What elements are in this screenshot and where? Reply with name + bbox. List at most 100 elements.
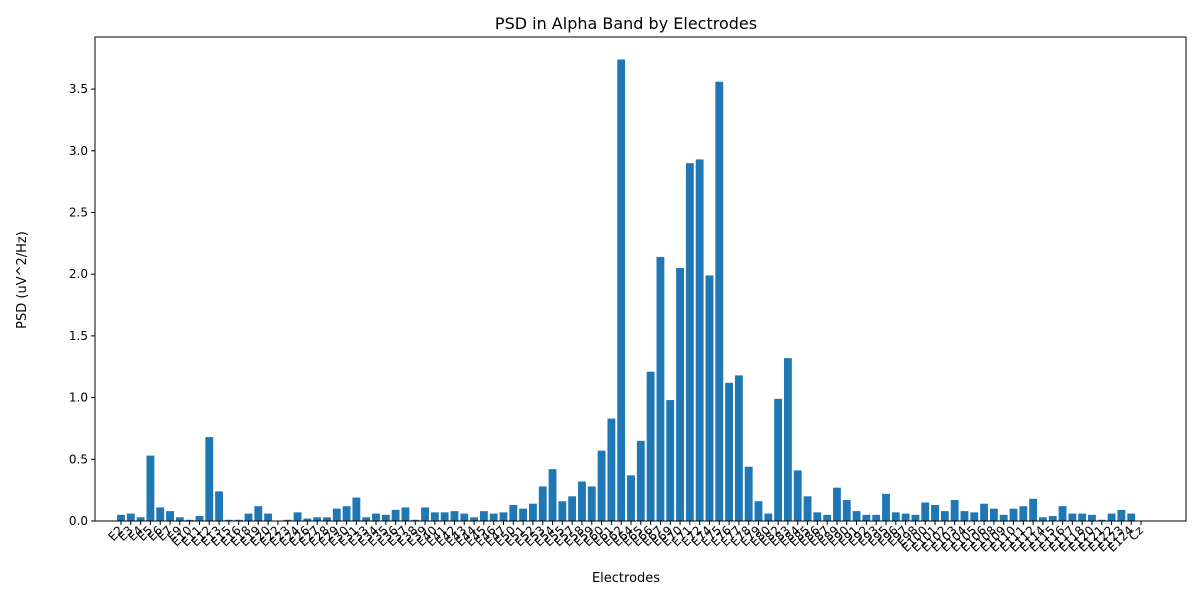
x-axis: E2E3E4E5E6E7E9E10E11E12E13E15E16E18E19E2… [105, 521, 1146, 555]
bar-e13 [215, 491, 223, 521]
bar-e28 [323, 517, 331, 521]
y-tick-label: 0.5 [69, 452, 88, 466]
bar-e66 [646, 371, 655, 521]
y-axis-label: PSD (uV^2/Hz) [15, 231, 30, 329]
bar-e51 [519, 508, 528, 521]
chart-title: PSD in Alpha Band by Electrodes [495, 14, 757, 33]
bar-e52 [529, 503, 537, 521]
bar-e92 [862, 514, 871, 521]
bar-e82 [774, 398, 783, 521]
bar-e27 [313, 517, 322, 521]
bar-e118 [1078, 513, 1087, 521]
bar-e7 [166, 511, 174, 521]
bar-e29 [332, 508, 341, 521]
bar-e12 [205, 437, 214, 521]
y-tick-label: 2.5 [69, 206, 88, 220]
bar-e53 [538, 486, 547, 521]
bar-e2 [117, 514, 125, 521]
bar-e98 [911, 514, 920, 521]
bar-e60 [597, 450, 606, 521]
bar-e120 [1088, 514, 1096, 521]
bar-e3 [126, 513, 135, 521]
bar-e24 [293, 512, 302, 521]
bar-e114 [1039, 517, 1047, 521]
bar-e4 [136, 517, 145, 521]
bar-e55 [558, 501, 567, 521]
bar-e62 [617, 59, 626, 521]
bar-e100 [921, 502, 930, 521]
bar-e116 [1058, 506, 1067, 521]
bar-e80 [764, 513, 773, 521]
bar-e38 [411, 519, 420, 521]
bar-e84 [793, 470, 802, 521]
bar-e123 [1117, 509, 1126, 521]
bar-e76 [725, 382, 733, 521]
y-tick-label: 3.0 [69, 144, 88, 158]
bar-e61 [607, 418, 616, 521]
bar-e70 [676, 268, 684, 521]
bar-e6 [156, 507, 165, 521]
bar-e30 [342, 506, 351, 521]
y-tick-label: 1.5 [69, 329, 88, 343]
bar-e85 [803, 496, 812, 521]
bar-e110 [1009, 508, 1018, 521]
bar-e40 [430, 512, 439, 521]
bar-e95 [882, 493, 890, 521]
bar-e101 [931, 504, 939, 521]
bar-e67 [656, 256, 665, 521]
plot-frame [94, 36, 1187, 522]
bar-e96 [891, 512, 900, 521]
x-axis-label: Electrodes [592, 571, 660, 586]
bar-e54 [548, 469, 557, 521]
y-axis: 0.0 0.5 1.0 1.5 2.0 2.5 3.0 3.5 [69, 82, 95, 528]
bar-e102 [940, 511, 949, 521]
bar-e109 [999, 514, 1008, 521]
bar-e112 [1029, 498, 1038, 521]
bar-e36 [391, 509, 400, 521]
bar-e65 [636, 440, 645, 521]
bar-e64 [627, 475, 635, 521]
bar-e42 [450, 511, 459, 521]
bar-e39 [421, 507, 429, 521]
bar-e58 [578, 481, 586, 521]
bar-e45 [479, 511, 488, 521]
bar-e89 [833, 487, 841, 521]
bar-e78 [744, 466, 753, 521]
bar-e43 [460, 513, 469, 521]
bar-e59 [587, 486, 596, 521]
bar-e106 [980, 503, 988, 521]
bar-e50 [509, 504, 518, 521]
bar-e121 [1097, 519, 1106, 521]
bar-e19 [254, 506, 263, 521]
bar-e75 [715, 81, 724, 521]
bar-e69 [666, 400, 675, 521]
bar-e72 [695, 159, 704, 521]
bar-e117 [1068, 513, 1077, 521]
bar-e57 [568, 496, 577, 521]
bar-e16 [234, 519, 243, 521]
bar-e35 [381, 514, 390, 521]
bar-e26 [303, 518, 312, 521]
bar-e93 [872, 514, 881, 521]
bar-e115 [1048, 516, 1057, 521]
bar-e91 [852, 511, 861, 521]
bar-e97 [901, 513, 910, 521]
bar-e74 [705, 275, 714, 521]
bar-e18 [244, 513, 253, 521]
bar-e34 [372, 513, 380, 521]
y-tick-label: 2.0 [69, 267, 88, 281]
bar-e46 [489, 513, 498, 521]
bar-e47 [499, 512, 508, 521]
y-tick-label: 0.0 [69, 514, 88, 528]
bar-e44 [470, 517, 478, 521]
bar-group [117, 59, 1136, 521]
bar-e108 [989, 508, 998, 521]
bar-e104 [960, 511, 969, 521]
bar-e111 [1019, 506, 1028, 521]
bar-e31 [352, 497, 361, 521]
bar-e124 [1127, 513, 1136, 521]
y-tick-label: 1.0 [69, 391, 88, 405]
bar-e33 [362, 517, 371, 521]
bar-e37 [401, 507, 410, 521]
